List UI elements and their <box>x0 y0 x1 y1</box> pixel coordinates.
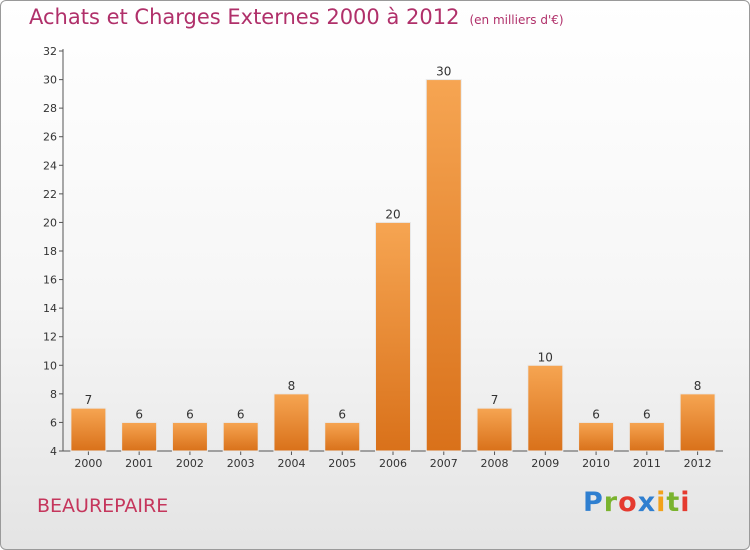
y-tick-label: 30 <box>43 74 57 87</box>
x-tick-label-2009: 2009 <box>531 457 559 470</box>
y-tick-label: 18 <box>43 245 57 258</box>
bar-2007 <box>425 79 462 452</box>
bars <box>70 79 716 452</box>
logo-letter: t <box>666 487 681 518</box>
x-tick-label-2008: 2008 <box>481 457 509 470</box>
x-tick-label-2006: 2006 <box>379 457 407 470</box>
x-tick-label-2011: 2011 <box>633 457 661 470</box>
x-tick-label-2002: 2002 <box>176 457 204 470</box>
x-tick-label-2000: 2000 <box>74 457 102 470</box>
bar-2008 <box>476 407 513 452</box>
data-label-2010: 6 <box>592 407 600 421</box>
logo-letter: x <box>637 487 657 518</box>
y-tick-label: 26 <box>43 131 57 144</box>
y-tick-label: 6 <box>50 416 57 429</box>
chart-title: Achats et Charges Externes 2000 à 2012 <box>29 5 460 29</box>
y-tick-label: 4 <box>50 445 57 458</box>
logo-letter: i <box>680 487 691 518</box>
y-tick-label: 10 <box>43 359 57 372</box>
bar-2005 <box>324 421 361 452</box>
y-tick-label: 32 <box>43 45 57 58</box>
chart-title-block: Achats et Charges Externes 2000 à 2012 (e… <box>29 5 564 29</box>
logo-letter: r <box>603 487 619 518</box>
data-label-2002: 6 <box>186 407 194 421</box>
y-tick-label: 20 <box>43 216 57 229</box>
x-tick-label-2001: 2001 <box>125 457 153 470</box>
data-label-2005: 6 <box>338 407 346 421</box>
data-label-2006: 20 <box>385 207 400 221</box>
bar-2009 <box>527 364 564 452</box>
bar-2001 <box>121 421 158 452</box>
data-label-2012: 8 <box>694 379 702 393</box>
x-tick-label-2005: 2005 <box>328 457 356 470</box>
bar-2000 <box>70 407 107 452</box>
y-tick-label: 8 <box>50 388 57 401</box>
proxiti-logo[interactable]: Proxiti <box>583 487 691 518</box>
data-label-2008: 7 <box>491 393 499 407</box>
y-tick-label: 16 <box>43 274 57 287</box>
logo-letter: P <box>583 487 604 518</box>
x-tick-label-2003: 2003 <box>227 457 255 470</box>
data-labels: 7 6 6 6 8 6 20 30 7 10 6 6 8 <box>85 65 702 422</box>
bar-2010 <box>578 421 615 452</box>
y-tick-label: 22 <box>43 188 57 201</box>
y-tick-label: 24 <box>43 159 57 172</box>
x-tick-label-2007: 2007 <box>430 457 458 470</box>
chart-subtitle: (en milliers d'€) <box>469 13 564 27</box>
data-label-2011: 6 <box>643 407 651 421</box>
x-tick-label-2010: 2010 <box>582 457 610 470</box>
data-label-2004: 8 <box>288 379 296 393</box>
y-tick-label: 12 <box>43 331 57 344</box>
bar-2012 <box>679 393 716 452</box>
data-label-2003: 6 <box>237 407 245 421</box>
bar-2003 <box>222 421 259 452</box>
data-label-2007: 30 <box>436 65 451 79</box>
x-tick-label-2004: 2004 <box>277 457 305 470</box>
y-tick-label: 28 <box>43 102 57 115</box>
commune-name: BEAUREPAIRE <box>37 495 169 517</box>
y-tick-label: 14 <box>43 302 57 315</box>
x-tick-label-2012: 2012 <box>684 457 712 470</box>
logo-letter: i <box>656 487 667 518</box>
logo-letter: o <box>618 487 638 518</box>
data-label-2000: 7 <box>85 393 93 407</box>
data-label-2009: 10 <box>538 350 553 364</box>
bar-2011 <box>628 421 665 452</box>
bar-2004 <box>273 393 310 452</box>
bar-2002 <box>171 421 208 452</box>
data-label-2001: 6 <box>135 407 143 421</box>
axes: 4 6 8 10 12 14 16 18 20 22 24 26 28 30 32 2000 2001 2002 2… <box>43 45 723 470</box>
bar-2006 <box>375 221 411 452</box>
